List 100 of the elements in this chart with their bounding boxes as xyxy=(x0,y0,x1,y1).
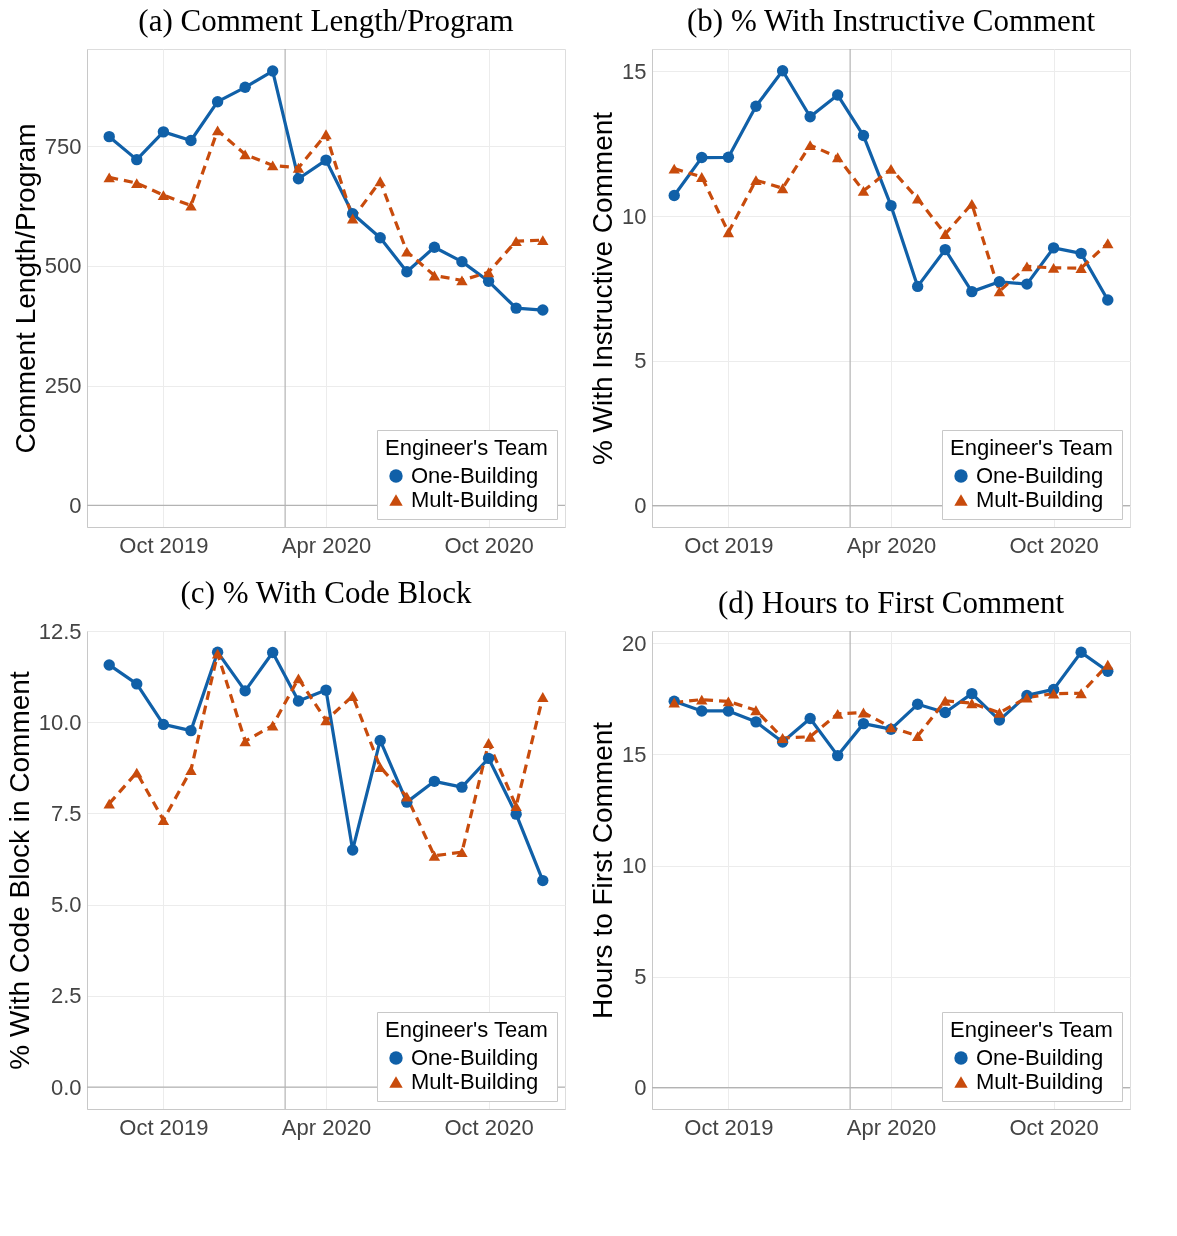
point xyxy=(1075,247,1087,260)
point xyxy=(857,129,870,142)
y-axis-title: % With Code Block in Comment xyxy=(3,671,35,1070)
y-tick-label: 2.5 xyxy=(50,983,82,1009)
point xyxy=(131,153,143,166)
point xyxy=(456,847,468,858)
point xyxy=(266,720,279,731)
legend-title: Engineer's Team xyxy=(385,1017,548,1042)
point xyxy=(885,163,897,174)
point xyxy=(857,185,870,196)
point xyxy=(401,266,413,278)
y-axis-title: Comment Length/Program xyxy=(9,123,41,454)
y-tick-label: 250 xyxy=(44,373,82,399)
point xyxy=(292,695,305,707)
point xyxy=(696,694,708,705)
point xyxy=(510,801,522,812)
point xyxy=(831,152,844,163)
point xyxy=(1021,278,1033,290)
point xyxy=(292,673,305,684)
point xyxy=(239,685,251,697)
legend-label: Mult-Building xyxy=(411,487,539,512)
point xyxy=(804,712,816,725)
point xyxy=(804,140,816,151)
point xyxy=(320,129,332,140)
point xyxy=(428,241,441,253)
point xyxy=(131,178,143,189)
point xyxy=(428,850,441,861)
chart-title: (d) Hours to First Comment xyxy=(717,585,1065,621)
point xyxy=(103,798,115,809)
point xyxy=(211,125,224,136)
y-tick-label: 15 xyxy=(622,742,647,767)
point xyxy=(185,765,197,775)
point xyxy=(722,151,735,163)
point xyxy=(157,190,170,201)
y-axis-title: % With Instructive Comment xyxy=(587,111,619,466)
legend-label: One-Building xyxy=(976,1045,1104,1070)
legend-label: Mult-Building xyxy=(976,487,1104,512)
point xyxy=(185,134,197,147)
x-tick-label: Oct 2020 xyxy=(444,1114,534,1140)
point xyxy=(346,844,359,856)
point xyxy=(320,684,332,696)
point xyxy=(911,698,924,710)
y-tick-label: 0 xyxy=(69,492,82,518)
point xyxy=(428,270,441,281)
y-tick-label: 0 xyxy=(634,1075,647,1101)
point xyxy=(776,65,789,77)
point xyxy=(911,731,924,741)
y-tick-label: 5.0 xyxy=(50,892,82,918)
point xyxy=(537,692,549,702)
point xyxy=(722,705,735,717)
point xyxy=(939,695,951,706)
point xyxy=(537,235,549,246)
x-tick-label: Oct 2020 xyxy=(1009,532,1099,558)
point xyxy=(939,243,951,256)
point xyxy=(239,81,251,94)
x-tick-label: Apr 2020 xyxy=(281,532,372,558)
legend-label: One-Building xyxy=(976,463,1104,488)
chart-title: (b) % With Instructive Comment xyxy=(687,3,1096,39)
point xyxy=(939,229,951,239)
legend-label: Mult-Building xyxy=(976,1069,1104,1094)
point xyxy=(750,716,762,728)
point xyxy=(911,193,924,204)
point xyxy=(103,130,115,143)
y-tick-label: 5 xyxy=(634,348,647,374)
point xyxy=(374,176,386,187)
point xyxy=(1047,242,1060,254)
legend-title: Engineer's Team xyxy=(950,1017,1113,1042)
y-tick-label: 12.5 xyxy=(38,618,82,644)
point xyxy=(1102,659,1114,670)
point xyxy=(537,304,549,316)
point xyxy=(266,646,279,659)
point xyxy=(428,775,441,788)
point xyxy=(482,752,495,765)
y-tick-label: 5 xyxy=(634,964,647,990)
point xyxy=(668,189,680,202)
y-tick-label: 0 xyxy=(634,493,647,519)
legend-title: Engineer's Team xyxy=(385,435,548,460)
legend-label: One-Building xyxy=(411,1045,539,1070)
point xyxy=(831,89,844,101)
point xyxy=(668,163,680,174)
point xyxy=(966,698,978,709)
y-tick-label: 750 xyxy=(44,133,82,159)
y-tick-label: 0.0 xyxy=(50,1074,82,1100)
point xyxy=(776,733,789,743)
point xyxy=(456,255,468,268)
point xyxy=(722,227,735,238)
point xyxy=(185,724,197,737)
chart-title: (a) Comment Length/Program xyxy=(138,3,514,39)
point xyxy=(537,874,549,887)
point xyxy=(750,175,762,186)
point xyxy=(750,100,762,113)
point xyxy=(1102,294,1114,306)
x-tick-label: Apr 2020 xyxy=(846,532,937,558)
point xyxy=(103,659,115,671)
y-tick-label: 15 xyxy=(622,58,647,84)
point xyxy=(696,172,708,182)
point xyxy=(157,718,170,731)
point xyxy=(831,749,844,762)
point xyxy=(292,162,305,173)
point xyxy=(1075,263,1087,274)
